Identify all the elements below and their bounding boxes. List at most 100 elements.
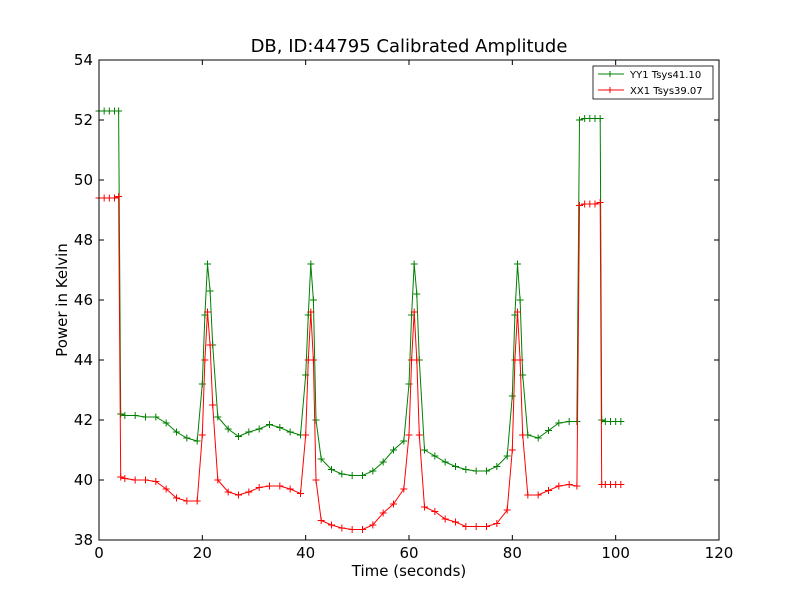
data-point-marker (121, 412, 129, 419)
chart-title: DB, ID:44795 Calibrated Amplitude (251, 36, 568, 57)
data-point-marker (276, 424, 284, 431)
data-point-marker (410, 308, 418, 316)
data-point-marker (117, 473, 125, 481)
data-point-marker (516, 356, 524, 364)
y-tick-label: 50 (74, 171, 93, 189)
data-point-marker (312, 476, 320, 484)
y-tick-label: 42 (74, 411, 93, 429)
x-tick-label: 100 (601, 544, 630, 562)
data-point-marker (266, 421, 273, 428)
data-point-marker (576, 202, 583, 209)
data-point-marker (508, 446, 516, 454)
data-point-marker (115, 193, 123, 200)
data-point-marker (286, 485, 294, 493)
data-point-marker (472, 523, 480, 530)
data-point-marker (206, 341, 214, 349)
data-point-marker (534, 434, 542, 442)
tick-layer: 0 20 40 60 80 100 120 38 40 42 44 46 48 50 52 54 (74, 51, 733, 562)
data-point-marker (545, 427, 552, 434)
data-point-marker (245, 428, 253, 436)
y-tick-label: 48 (74, 231, 93, 249)
data-point-marker (121, 475, 129, 482)
data-point-marker (198, 431, 206, 439)
data-point-marker (617, 481, 625, 488)
data-point-marker (338, 470, 346, 478)
data-point-marker (131, 476, 139, 484)
data-point-marker (413, 290, 421, 298)
data-point-marker (309, 296, 317, 304)
y-tick-label: 46 (74, 291, 93, 309)
data-point-marker (209, 401, 217, 409)
legend-box (592, 65, 714, 100)
data-point-marker (111, 194, 118, 202)
data-point-marker (214, 476, 222, 484)
data-point-marker (302, 431, 310, 439)
data-point-marker (131, 412, 139, 419)
data-point-marker (483, 523, 490, 530)
data-point-marker (421, 503, 428, 511)
data-point-marker (379, 458, 387, 466)
data-point-marker (516, 296, 524, 304)
data-point-marker (405, 431, 413, 439)
data-point-marker (472, 467, 480, 475)
y-tick-label: 54 (74, 51, 93, 69)
data-point-marker (173, 428, 180, 436)
x-axis-label: Time (seconds) (351, 562, 467, 580)
x-tick-label: 40 (296, 544, 315, 562)
x-tick-label: 20 (193, 544, 212, 562)
data-point-marker (307, 308, 315, 316)
data-point-marker (348, 472, 356, 479)
data-point-marker (596, 199, 604, 206)
x-tick-label: 60 (399, 544, 418, 562)
plot-area (99, 60, 719, 540)
y-axis-label: Power in Kelvin (53, 243, 71, 357)
data-point-marker (400, 437, 408, 445)
data-point-marker (441, 458, 449, 466)
data-point-marker (307, 260, 315, 268)
data-point-marker (245, 488, 253, 496)
data-point-marker (115, 107, 123, 115)
data-point-marker (328, 466, 335, 473)
data-point-marker (462, 523, 470, 530)
data-point-marker (204, 308, 211, 316)
data-point-marker (142, 413, 149, 421)
data-point-marker (514, 260, 521, 268)
data-point-marker (415, 431, 423, 439)
series-xx1 (95, 193, 625, 533)
data-point-marker (297, 490, 304, 497)
data-point-marker (413, 356, 421, 364)
data-point-marker (183, 434, 191, 442)
data-point-marker (193, 437, 201, 445)
data-point-marker (255, 425, 263, 433)
data-point-marker (493, 463, 501, 470)
plot-frame (98, 59, 720, 541)
data-point-marker (617, 418, 625, 425)
y-tick-label: 52 (74, 111, 93, 129)
y-tick-label: 40 (74, 471, 93, 489)
data-point-marker (359, 526, 366, 533)
data-point-marker (198, 380, 206, 388)
data-point-marker (235, 433, 242, 440)
y-tick-label: 44 (74, 351, 93, 369)
data-point-marker (317, 517, 325, 524)
data-point-marker (596, 115, 604, 122)
data-point-marker (555, 419, 563, 427)
data-point-marker (519, 431, 527, 439)
legend-label-yy1: YY1 Tsys41.10 (629, 70, 701, 81)
data-point-marker (421, 446, 428, 454)
legend-label-xx1: XX1 Tsys39.07 (630, 86, 703, 97)
data-point-marker (565, 481, 573, 488)
x-tick-label: 120 (705, 544, 734, 562)
data-point-marker (152, 478, 160, 485)
data-point-marker (379, 509, 387, 517)
data-point-marker (545, 487, 552, 494)
legend-marker-xx1 (607, 87, 613, 93)
data-point-marker (309, 356, 317, 364)
data-point-marker (338, 524, 346, 532)
data-point-marker (452, 463, 459, 470)
data-point-marker (524, 491, 532, 499)
data-point-marker (235, 491, 242, 499)
data-point-marker (565, 418, 573, 425)
x-tick-label: 0 (94, 544, 104, 562)
